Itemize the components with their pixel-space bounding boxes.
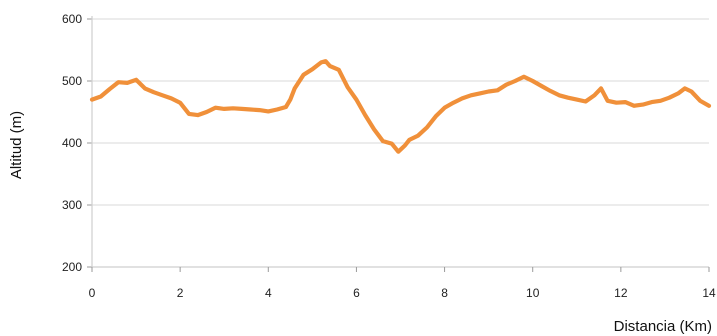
x-tick-label: 4 [265, 286, 272, 300]
y-tick-label: 200 [62, 260, 82, 274]
x-tick-label: 2 [177, 286, 184, 300]
x-axis-title: Distancia (Km) [614, 318, 712, 335]
axes [87, 16, 710, 272]
grid-lines [92, 18, 709, 206]
x-tick-label: 8 [441, 286, 448, 300]
x-tick-label: 10 [526, 286, 540, 300]
x-tick-label: 0 [89, 286, 96, 300]
elevation-series-line [89, 59, 712, 154]
tick-labels: 200 300 400 500 600 0 2 4 6 8 10 12 14 [62, 12, 716, 300]
y-tick-label: 600 [62, 12, 82, 26]
series-layer [89, 59, 712, 154]
x-tick-label: 6 [353, 286, 360, 300]
y-tick-label: 400 [62, 136, 82, 150]
x-tick-label: 12 [614, 286, 628, 300]
y-tick-label: 500 [62, 74, 82, 88]
y-axis-title: Altitud (m) [8, 111, 25, 179]
y-tick-label: 300 [62, 198, 82, 212]
x-tick-label: 14 [702, 286, 716, 300]
